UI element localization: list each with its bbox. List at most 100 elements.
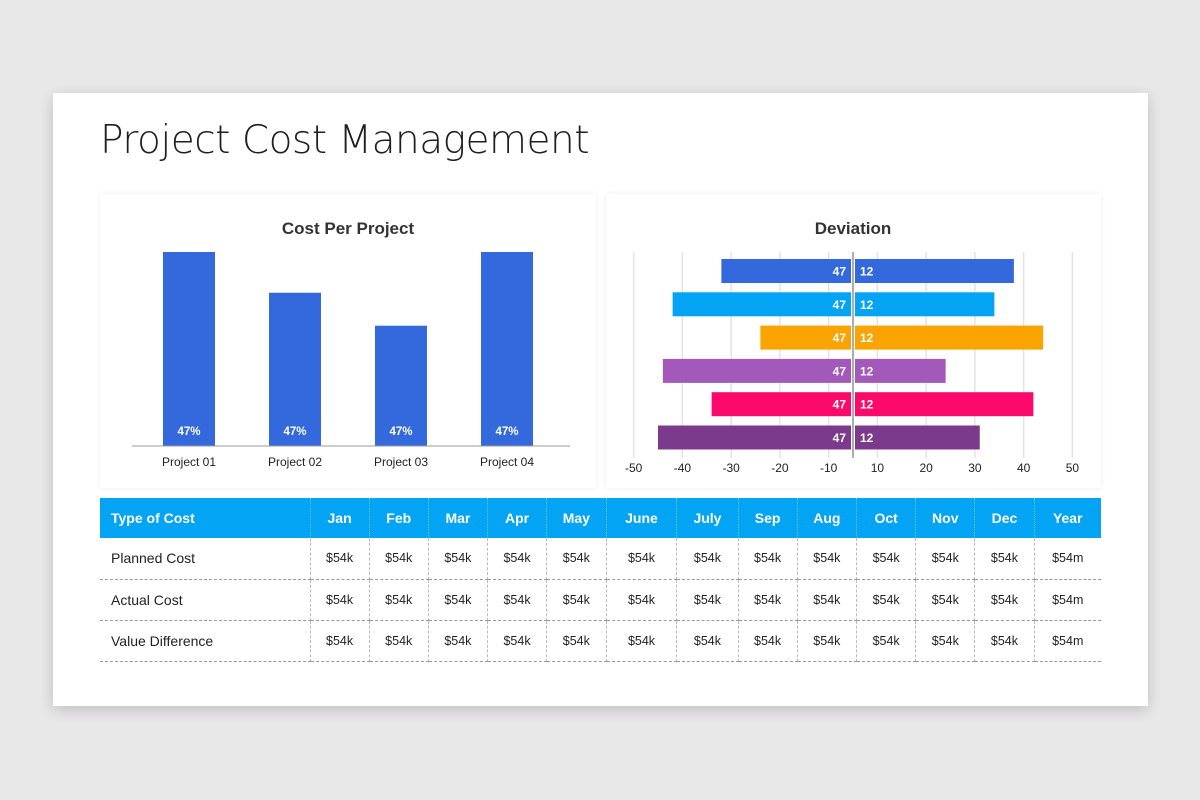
bar-data-label: 12 (860, 431, 874, 445)
table-cell: $54k (676, 620, 739, 662)
table-cell: $54k (915, 538, 976, 580)
negative-bar (721, 259, 851, 283)
category-label: Project 01 (162, 455, 216, 469)
table-row: Planned Cost $54k $54k $54k $54k $54k $54k $54k… (100, 538, 1101, 580)
bar-data-label: 47 (833, 364, 847, 378)
column-header: Year (1034, 498, 1101, 538)
cost-table: Type of Cost Jan Feb Mar Apr May June July Sep Au… (100, 498, 1101, 662)
table-cell: $54k (369, 538, 429, 580)
x-tick-label: 20 (919, 461, 933, 475)
negative-bar (658, 425, 851, 450)
table-cell: $54m (1034, 579, 1101, 621)
bar-data-label: 47% (283, 426, 306, 438)
chart-title: Deviation (815, 219, 892, 238)
table-cell: $54k (428, 620, 488, 662)
column-header: Nov (915, 498, 976, 538)
x-tick-label: 30 (968, 461, 982, 475)
deviation-chart: Deviation -50 -40 -30 -20 -10 10 20 30 40 50 47 12 47… (625, 219, 1080, 475)
table-header-row: Type of Cost Jan Feb Mar Apr May June July Sep Au… (100, 498, 1101, 538)
table-cell: $54k (797, 620, 858, 662)
bar-data-label: 12 (860, 398, 874, 412)
table-cell: $54k (428, 538, 488, 580)
column-header: Type of Cost (100, 498, 311, 538)
x-tick-label: -40 (674, 461, 692, 475)
x-tick-label: 50 (1066, 461, 1080, 475)
column-header: Apr (487, 498, 548, 538)
negative-bar (672, 292, 851, 317)
bar (163, 252, 215, 446)
table-cell: $54k (676, 579, 739, 621)
page-title: Project Cost Management (100, 118, 590, 163)
bar-data-label: 47% (389, 426, 412, 438)
table-cell: $54k (856, 579, 917, 621)
bar-data-label: 47 (833, 331, 847, 345)
table-cell: $54k (546, 579, 607, 621)
bar-data-label: 12 (860, 364, 874, 378)
bar-data-label: 47 (833, 398, 847, 412)
column-header: Aug (797, 498, 858, 538)
column-header: Oct (856, 498, 917, 538)
chart-title: Cost Per Project (282, 219, 415, 238)
category-label: Project 02 (268, 455, 322, 469)
bar-data-label: 47 (833, 431, 847, 445)
x-tick-label: 10 (871, 461, 885, 475)
table-cell: $54k (738, 620, 798, 662)
table-cell: $54k (369, 579, 429, 621)
column-header: July (676, 498, 739, 538)
column-header: Feb (369, 498, 429, 538)
table-cell: $54k (676, 538, 739, 580)
positive-bar (855, 325, 1044, 350)
table-cell: $54k (797, 579, 858, 621)
table-cell: $54k (310, 620, 370, 662)
table-cell: $54k (856, 538, 917, 580)
bar-data-label: 12 (860, 298, 874, 312)
table-cell: $54k (606, 538, 678, 580)
bar (481, 252, 533, 446)
table-cell: $54k (546, 620, 607, 662)
table-cell: $54k (310, 579, 370, 621)
table-cell: $54k (487, 620, 548, 662)
table-cell: $54m (1034, 538, 1101, 580)
negative-bar (662, 358, 851, 383)
table-cell: $54k (797, 538, 858, 580)
column-header: Sep (738, 498, 798, 538)
x-tick-label: -20 (771, 461, 789, 475)
cost-per-project-chart: Cost Per Project 47% Project 01 47% Project … (132, 219, 570, 469)
table-cell: $54k (915, 620, 976, 662)
table-cell: $54k (546, 538, 607, 580)
table-cell: $54k (974, 579, 1035, 621)
bar (269, 292, 321, 446)
table-cell: $54k (915, 579, 976, 621)
table-cell: $54k (428, 579, 488, 621)
x-tick-label: -50 (625, 461, 643, 475)
category-label: Project 04 (480, 455, 534, 469)
column-header: Dec (974, 498, 1035, 538)
row-label: Actual Cost (100, 579, 311, 621)
category-label: Project 03 (374, 455, 428, 469)
table-cell: $54k (606, 620, 678, 662)
table-cell: $54k (310, 538, 370, 580)
table-cell: $54m (1034, 620, 1101, 662)
table-row: Value Difference $54k $54k $54k $54k $54k $54k… (100, 620, 1101, 662)
table-cell: $54k (974, 620, 1035, 662)
cost-per-project-panel: Cost Per Project 47% Project 01 47% Project … (100, 194, 596, 488)
table-cell: $54k (738, 538, 798, 580)
table-cell: $54k (606, 579, 678, 621)
table-cell: $54k (369, 620, 429, 662)
table-row: Actual Cost $54k $54k $54k $54k $54k $54k $54k $… (100, 579, 1101, 621)
table-cell: $54k (487, 579, 548, 621)
negative-bar (711, 392, 851, 417)
bar-data-label: 12 (860, 265, 874, 279)
row-label: Value Difference (100, 620, 311, 662)
bar-data-label: 47 (833, 265, 847, 279)
table-cell: $54k (487, 538, 548, 580)
negative-bar (760, 325, 851, 350)
positive-bar (855, 425, 980, 450)
bar-data-label: 12 (860, 331, 874, 345)
column-header: June (606, 498, 678, 538)
positive-bar (855, 392, 1034, 417)
x-tick-label: 40 (1017, 461, 1031, 475)
x-tick-label: -30 (722, 461, 740, 475)
positive-bar (855, 292, 995, 317)
bar-data-label: 47% (177, 426, 200, 438)
